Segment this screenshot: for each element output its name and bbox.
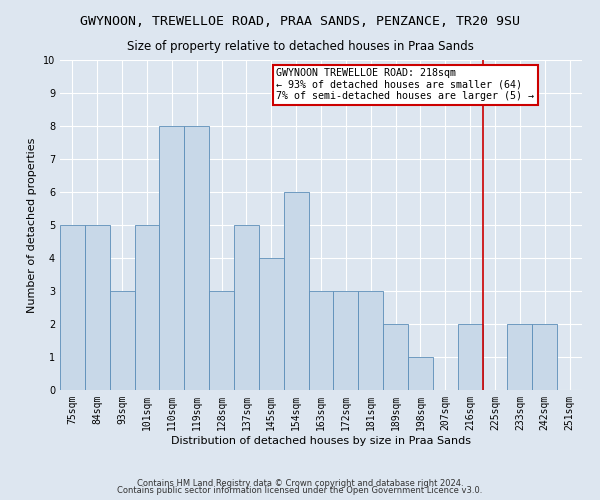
Bar [134,225,160,390]
Text: GWYNOON TREWELLOE ROAD: 218sqm
← 93% of detached houses are smaller (64)
7% of s: GWYNOON TREWELLOE ROAD: 218sqm ← 93% of … [276,68,534,102]
Text: Contains public sector information licensed under the Open Government Licence v3: Contains public sector information licen… [118,486,482,495]
Text: Contains HM Land Registry data © Crown copyright and database right 2024.: Contains HM Land Registry data © Crown c… [137,478,463,488]
Bar [308,291,334,390]
Y-axis label: Number of detached properties: Number of detached properties [28,138,37,312]
Bar [458,324,482,390]
Bar [60,225,85,390]
Bar [508,324,532,390]
Text: Size of property relative to detached houses in Praa Sands: Size of property relative to detached ho… [127,40,473,53]
Bar [408,357,433,390]
Bar [85,225,110,390]
Bar [160,126,184,390]
Bar [184,126,209,390]
Bar [334,291,358,390]
Bar [358,291,383,390]
Bar [110,291,134,390]
Bar [532,324,557,390]
Bar [259,258,284,390]
X-axis label: Distribution of detached houses by size in Praa Sands: Distribution of detached houses by size … [171,436,471,446]
Bar [209,291,234,390]
Bar [383,324,408,390]
Bar [234,225,259,390]
Bar [284,192,308,390]
Text: GWYNOON, TREWELLOE ROAD, PRAA SANDS, PENZANCE, TR20 9SU: GWYNOON, TREWELLOE ROAD, PRAA SANDS, PEN… [80,15,520,28]
